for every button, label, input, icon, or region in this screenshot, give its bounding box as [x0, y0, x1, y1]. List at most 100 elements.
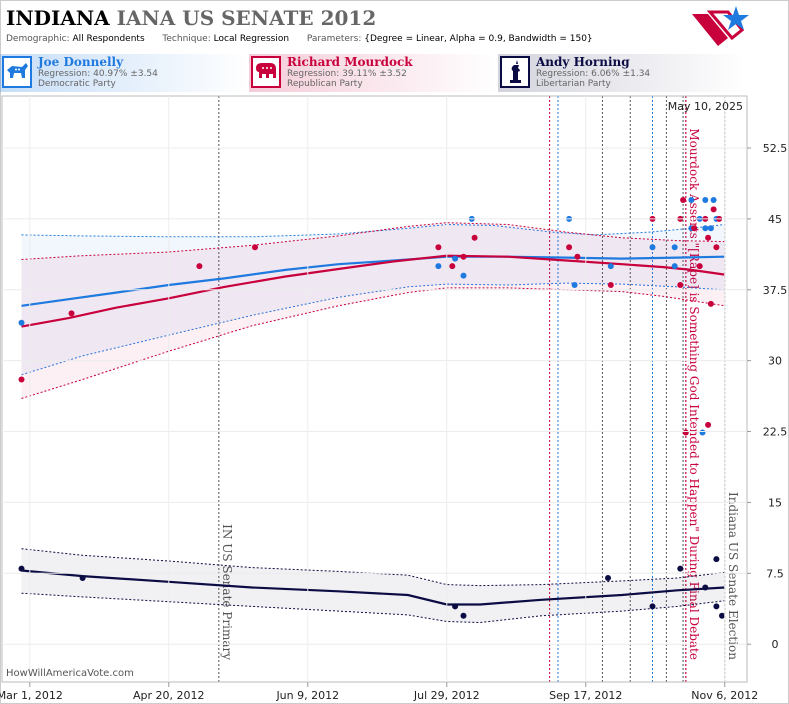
x-tick-label: Jul 29, 2012 — [413, 689, 480, 702]
parameters-line: Demographic: All Respondents Technique: … — [6, 34, 593, 44]
poll-point — [713, 556, 720, 563]
poll-point — [707, 300, 714, 307]
poll-point — [710, 206, 717, 213]
title-rest: IANA US SENATE 2012 — [116, 6, 377, 30]
technique-label: Technique: — [162, 34, 211, 44]
chart-credit: HowWillAmericaVote.com — [6, 668, 134, 679]
confidence-band — [21, 548, 725, 623]
trend-line — [21, 255, 725, 307]
candidate-card-donnelly: Joe Donnelly Regression: 40.97% ±3.54 De… — [0, 54, 248, 92]
poll-point — [680, 197, 687, 203]
poll-point — [688, 197, 695, 203]
poll-point — [699, 429, 706, 436]
poll-point — [702, 197, 709, 203]
poll-point — [18, 565, 25, 572]
poll-point — [460, 272, 467, 279]
poll-point — [696, 263, 703, 270]
poll-chart: IN US Senate Primary Mourdock Asserts "[R… — [0, 95, 788, 702]
star-logo-icon — [692, 6, 749, 46]
candidate-name: Joe Donnelly — [38, 55, 124, 69]
y-tick-label: 15 — [768, 496, 782, 509]
confidence-bands — [21, 222, 725, 624]
plot-border — [1, 95, 748, 683]
x-tick-label: Mar 1, 2012 — [0, 689, 63, 702]
donkey-icon — [2, 56, 32, 88]
confidence-band — [21, 224, 725, 375]
parameters-label: Parameters: — [306, 34, 362, 44]
poll-point — [18, 376, 25, 383]
x-tick-label: Apr 20, 2012 — [133, 689, 205, 702]
lower-bound-line — [21, 282, 725, 376]
demographic-value: All Respondents — [72, 34, 145, 44]
candidate-party: Libertarian Party — [536, 79, 611, 89]
candidate-party: Republican Party — [287, 79, 363, 89]
poll-point — [705, 421, 712, 428]
poll-point — [574, 253, 581, 260]
poll-point — [671, 263, 678, 270]
poll-point — [705, 234, 712, 241]
candidate-name: Richard Mourdock — [287, 55, 413, 69]
poll-point — [435, 263, 442, 270]
trend-line — [21, 254, 725, 328]
x-tick-label: Nov 6, 2012 — [691, 689, 758, 702]
x-tick-label: Sep 17, 2012 — [549, 689, 622, 702]
candidate-card-mourdock: Richard Mourdock Regression: 39.11% ±3.5… — [249, 54, 497, 92]
poll-point — [252, 244, 258, 251]
parameters-value: {Degree = Linear, Alpha = 0.9, Bandwidth… — [364, 34, 593, 44]
candidate-regression: Regression: 40.97% ±3.54 — [38, 69, 158, 79]
y-tick-label: 0 — [772, 638, 779, 651]
axes: Mar 1, 2012 Apr 20, 2012 Jun 9, 2012 Jul 29… — [0, 95, 788, 702]
poll-point — [449, 263, 456, 270]
poll-point — [452, 603, 459, 610]
poll-point — [18, 319, 25, 326]
y-tick-label: 52.5 — [763, 142, 788, 155]
liberty-icon — [500, 56, 530, 88]
poll-point — [471, 234, 478, 241]
poll-point — [707, 225, 714, 232]
lower-bound-line — [21, 592, 725, 624]
poll-point — [671, 244, 678, 251]
technique-value: Local Regression — [213, 34, 290, 44]
poll-point — [460, 612, 467, 619]
event-label: IN US Senate Primary — [220, 524, 234, 660]
poll-point — [691, 225, 698, 232]
upper-bound-line — [21, 222, 725, 260]
event-label: Mourdock Asserts "[Rape] is Something Go… — [687, 128, 701, 660]
poll-point — [607, 282, 614, 288]
y-tick-label: 7.5 — [766, 567, 784, 580]
candidate-name: Andy Horning — [536, 55, 630, 69]
trend-line — [21, 569, 725, 606]
y-tick-label: 30 — [768, 355, 782, 368]
candidate-regression: Regression: 6.06% ±1.34 — [536, 69, 651, 79]
poll-point — [460, 253, 467, 260]
poll-point — [605, 575, 611, 581]
poll-point — [710, 197, 717, 203]
title-state: INDIANA — [6, 6, 110, 30]
y-tick-label: 22.5 — [763, 426, 788, 439]
poll-points — [18, 197, 725, 619]
poll-point — [196, 263, 203, 270]
poll-point — [702, 584, 709, 591]
poll-point — [713, 244, 720, 251]
page-title: INDIANA IANA US SENATE 2012 — [6, 6, 376, 30]
poll-point — [649, 603, 656, 610]
chart-date-label: May 10, 2025 — [668, 100, 743, 113]
poll-point — [682, 429, 689, 436]
demographic-label: Demographic: — [6, 34, 70, 44]
poll-point — [571, 282, 578, 288]
event-lines: IN US Senate Primary Mourdock Asserts "[R… — [218, 96, 740, 682]
poll-point — [649, 244, 656, 251]
poll-point — [566, 244, 573, 251]
poll-point — [702, 225, 709, 232]
poll-point — [677, 282, 684, 288]
elephant-icon — [251, 56, 281, 88]
y-tick-label: 45 — [768, 213, 782, 226]
poll-point — [68, 310, 75, 317]
poll-point — [719, 612, 725, 619]
poll-point — [435, 244, 442, 251]
poll-point — [677, 565, 684, 572]
x-tick-label: Jun 9, 2012 — [275, 689, 339, 702]
y-tick-label: 37.5 — [763, 284, 788, 297]
trend-lines — [21, 254, 725, 606]
candidate-card-horning: Andy Horning Regression: 6.06% ±1.34 Lib… — [498, 54, 746, 92]
